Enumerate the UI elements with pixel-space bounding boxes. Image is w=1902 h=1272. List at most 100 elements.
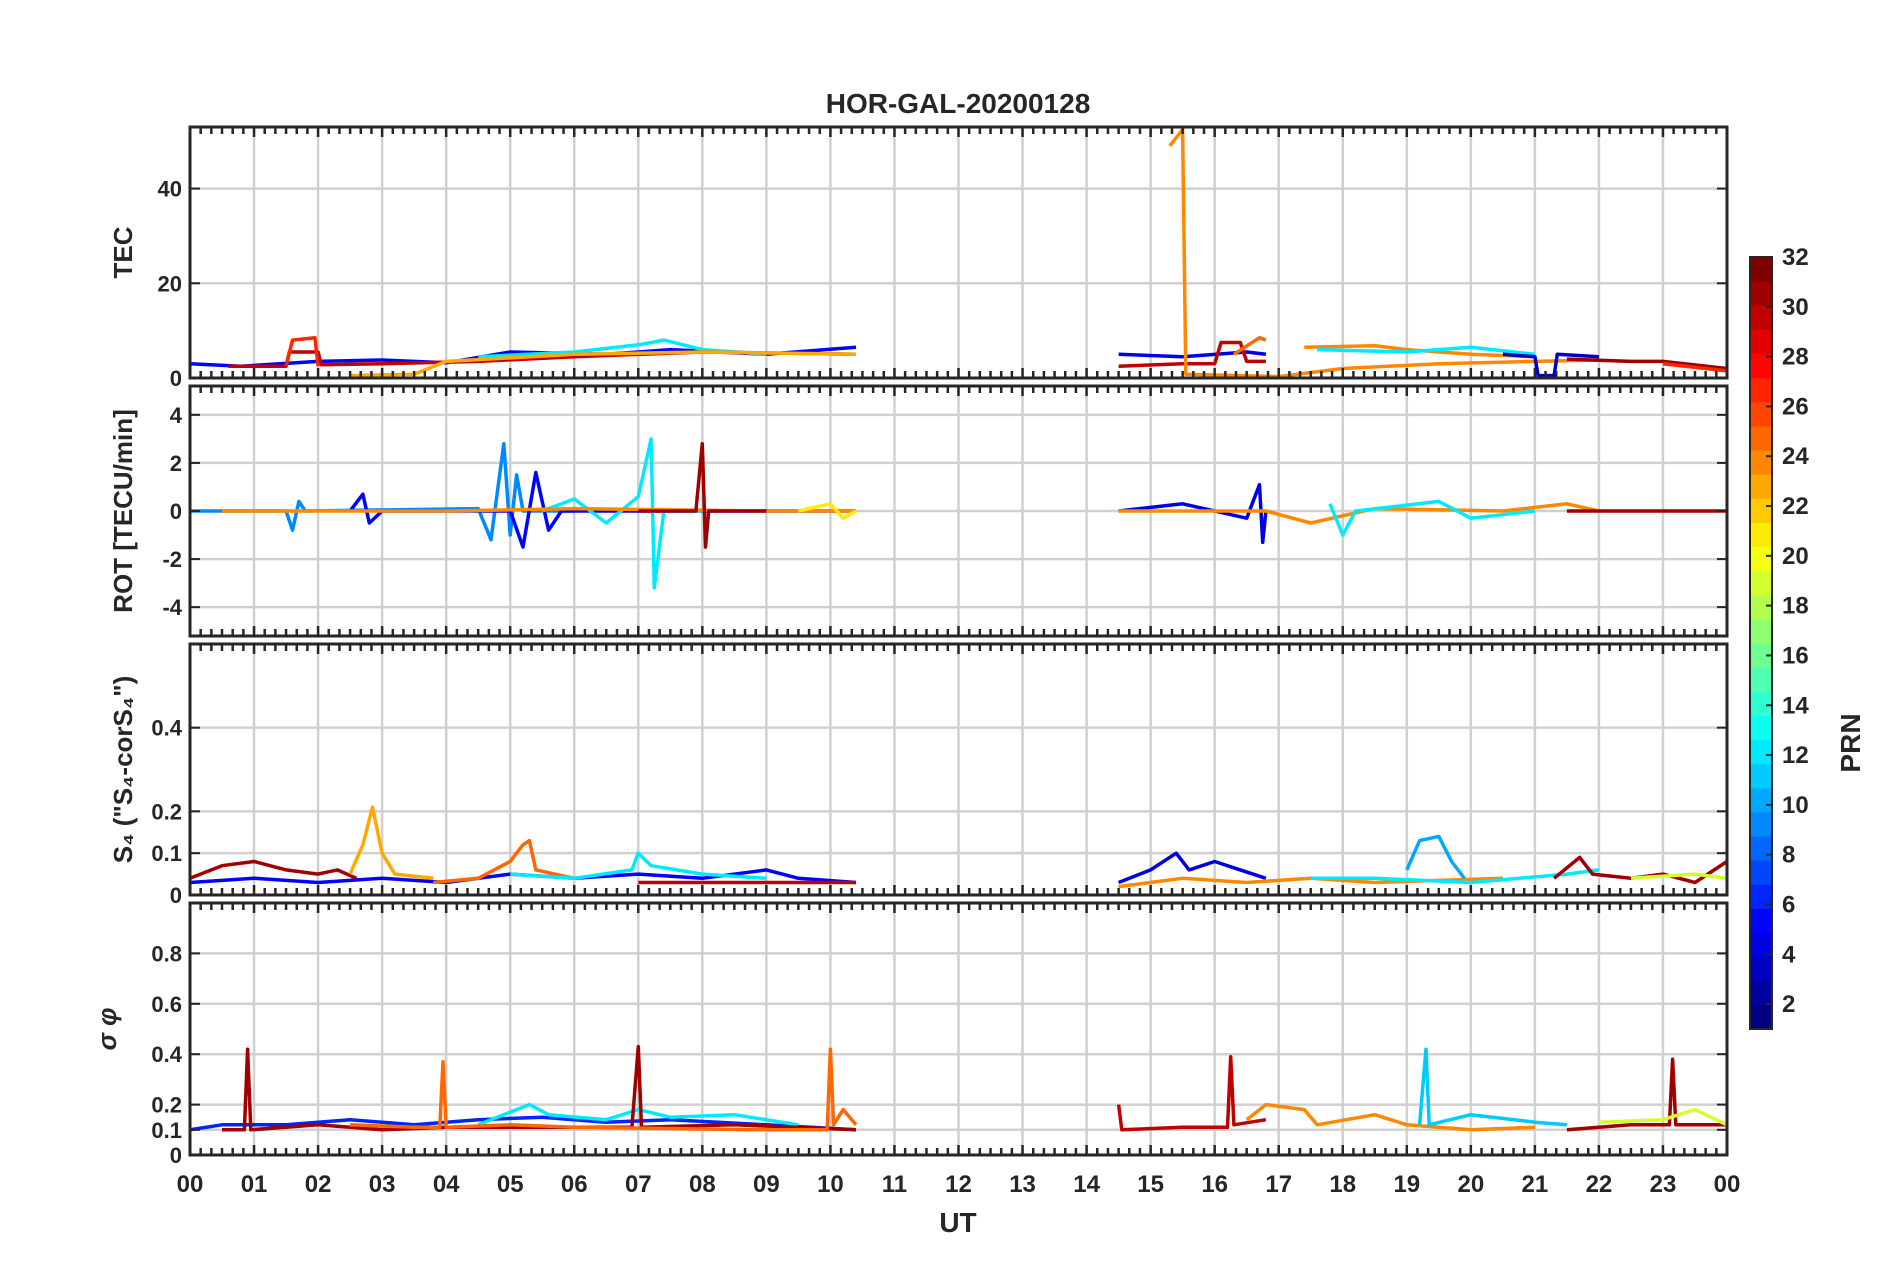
colorbar-segment (1750, 329, 1772, 355)
colorbar-segment (1750, 257, 1772, 282)
x-axis: 00 01 02 03 04 05 06 07 08 09 10 11 12 13 14 15 16 17 18 19… (177, 1171, 1741, 1198)
series-prn-12 (477, 1102, 799, 1127)
y-tick-label: 0.4 (151, 1042, 182, 1067)
series-prn-30 (1118, 340, 1266, 368)
series-prn-4 (1117, 851, 1267, 885)
x-tick-label: 17 (1265, 1171, 1292, 1198)
series-prn-25 (1232, 335, 1267, 356)
x-tick-label: 07 (625, 1171, 652, 1198)
x-tick-label: 15 (1137, 1171, 1164, 1198)
series-prn-23 (348, 805, 434, 881)
colorbar-tick-label: 4 (1782, 941, 1796, 968)
panel-rot: -4 -2 0 2 4 ROT [TECU/min] (108, 384, 1729, 638)
series-prn-27 (1662, 362, 1727, 373)
y-tick-label: 0.8 (151, 941, 182, 966)
x-tick-label: 18 (1329, 1171, 1356, 1198)
colorbar-segment (1750, 474, 1772, 499)
x-tick-label: 11 (882, 1171, 907, 1198)
y-tick-label: -4 (162, 595, 182, 620)
x-tick-label: 20 (1457, 1171, 1484, 1198)
series-prn-19 (1630, 872, 1727, 881)
x-tick-label: 10 (817, 1171, 844, 1198)
colorbar-tick-label: 22 (1782, 493, 1809, 520)
y-tick-label: 0.1 (151, 841, 182, 866)
y-tick-label: -2 (162, 547, 182, 572)
x-tick-label: 02 (305, 1171, 332, 1198)
y-tick-label: 20 (158, 271, 182, 296)
series-prn-24 (1245, 1102, 1535, 1132)
colorbar-tick-label: 18 (1782, 593, 1809, 620)
colorbar-segment (1750, 281, 1772, 306)
colorbar-segment (1750, 836, 1772, 861)
y-tick-label: 0 (170, 366, 182, 391)
axes-frame (188, 384, 1729, 638)
y-axis-label: S₄ ("S₄-corS₄") (108, 676, 138, 864)
series-prn-27 (284, 335, 320, 367)
colorbar-segment (1750, 691, 1772, 716)
colorbar-segment (1750, 425, 1772, 451)
y-axis-label: TEC (108, 226, 138, 278)
series-prn-19 (1598, 1107, 1727, 1127)
series-prn-25 (350, 1047, 858, 1132)
x-tick-label: 09 (753, 1171, 780, 1198)
series-prn-31 (1566, 1057, 1727, 1132)
y-tick-label: 0.2 (151, 1093, 182, 1118)
colorbar-segment (1750, 594, 1772, 620)
x-tick-label: 16 (1201, 1171, 1228, 1198)
x-tick-label: 05 (497, 1171, 524, 1198)
series-group (190, 437, 1727, 590)
colorbar-segment (1750, 498, 1772, 523)
panel-s4: 0 0.1 0.2 0.4 S₄ ("S₄-corS₄") (108, 642, 1729, 908)
x-tick-label: 00 (177, 1171, 204, 1198)
colorbar-label: PRN (1835, 713, 1866, 772)
series-prn-24 (1304, 344, 1535, 359)
y-tick-label: 40 (158, 177, 182, 202)
colorbar-segment (1750, 739, 1772, 765)
series-prn-12 (1317, 345, 1536, 357)
x-tick-label: 03 (369, 1171, 396, 1198)
colorbar-segment (1750, 643, 1772, 668)
panel-tec: 0 20 40 TEC (108, 125, 1729, 391)
series-group (190, 805, 1727, 889)
colorbar-tick-label: 6 (1782, 891, 1795, 918)
series-prn-12 (541, 437, 703, 590)
series-prn-12 (510, 851, 767, 881)
y-tick-label: 0.4 (151, 716, 182, 741)
colorbar-segment (1750, 715, 1772, 741)
y-tick-label: 0 (170, 499, 182, 524)
colorbar-segment (1750, 546, 1772, 572)
x-tick-label: 01 (241, 1171, 268, 1198)
x-tick-label: 06 (561, 1171, 588, 1198)
colorbar-segment (1750, 305, 1772, 330)
series-prn-21 (798, 502, 857, 520)
colorbar-tick-label: 14 (1782, 692, 1809, 719)
x-tick-label: 04 (433, 1171, 460, 1198)
y-tick-label: 0.1 (151, 1118, 182, 1143)
axes-frame (188, 125, 1729, 380)
y-tick-label: 0.6 (151, 992, 182, 1017)
colorbar-segment (1750, 618, 1772, 644)
y-tick-label: 2 (170, 451, 182, 476)
colorbar-tick-label: 30 (1782, 294, 1809, 321)
y-axis-label: ROT [TECU/min] (108, 409, 138, 613)
series-prn-31 (1566, 357, 1727, 371)
y-tick-label: 0 (170, 1143, 182, 1168)
x-tick-label: 13 (1009, 1171, 1036, 1198)
x-tick-label: 12 (945, 1171, 972, 1198)
colorbar-segment (1750, 522, 1772, 548)
colorbar-tick-label: 28 (1782, 344, 1809, 371)
colorbar-segment (1750, 763, 1772, 789)
series-prn-24 (222, 506, 856, 513)
series-prn-31 (638, 441, 767, 549)
series-prn-10 (1405, 834, 1466, 880)
y-tick-label: 0.2 (151, 799, 182, 824)
series-prn-12 (1328, 499, 1536, 537)
series-prn-24 (1118, 876, 1503, 889)
colorbar-tick-label: 24 (1782, 443, 1809, 470)
series-group (190, 127, 1727, 378)
x-tick-label: 22 (1586, 1171, 1613, 1198)
x-tick-label: 19 (1393, 1171, 1420, 1198)
